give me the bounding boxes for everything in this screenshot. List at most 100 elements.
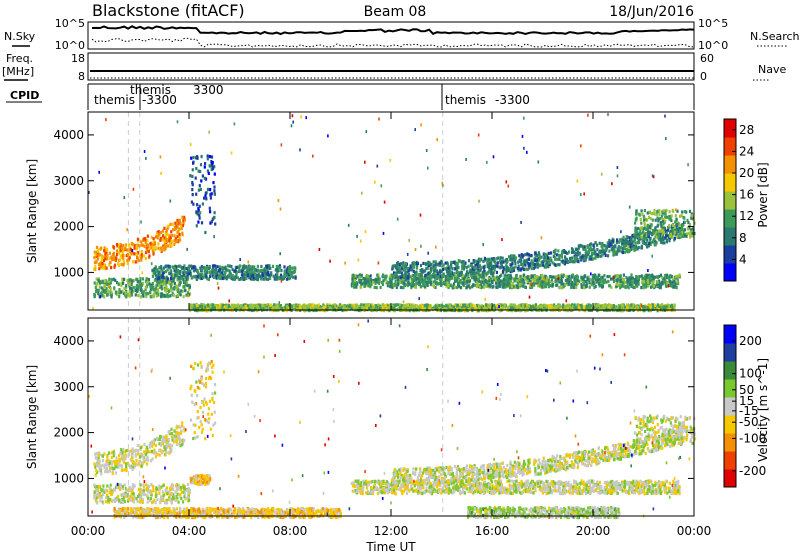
heatmap-cell [220,304,223,308]
heatmap-cell [551,261,554,265]
heatmap-cell [173,234,176,238]
heatmap-cell [444,261,447,265]
heatmap-cell [264,275,267,279]
heatmap-cell [148,246,151,250]
heatmap-cell [178,235,181,239]
heatmap-cell [603,305,606,309]
heatmap-cell [114,291,117,295]
heatmap-cell [435,275,438,279]
heatmap-cell [181,289,184,293]
heatmap-cell [209,303,212,307]
heatmap-cell [116,249,119,253]
heatmap-cell [195,210,198,214]
heatmap-cell [399,285,402,289]
heatmap-cell [653,237,656,241]
heatmap-cell [550,251,553,255]
heatmap-cell [166,226,169,231]
heatmap-cell [288,266,291,270]
heatmap-cell [367,284,370,288]
heatmap-cell [362,303,365,307]
heatmap-cell [564,260,567,264]
heatmap-cell [414,262,418,266]
heatmap-cell [419,269,422,273]
heatmap-cell [570,285,573,289]
heatmap-cell [576,257,579,261]
heatmap-cell [152,288,155,292]
heatmap-cell [530,285,533,289]
heatmap-cell [539,280,542,284]
heatmap-cell [321,306,324,310]
heatmap-cell [254,268,257,272]
heatmap-cell [563,249,566,254]
heatmap-cell [389,276,393,280]
heatmap-cell [203,196,206,200]
heatmap-cell [171,265,174,269]
heatmap-cell [228,264,231,268]
heatmap-cell [456,279,459,283]
heatmap-cell [180,289,183,293]
heatmap-cell [129,278,132,282]
heatmap-cell [637,279,640,283]
heatmap-cell [524,309,527,313]
heatmap-cell [416,261,419,265]
cpid-entry-3-cpid: -3300 [495,93,530,107]
heatmap-cell [658,306,661,310]
heatmap-cell [419,285,422,289]
heatmap-cell [103,263,106,267]
heatmap-cell [660,240,663,244]
heatmap-cell [215,307,218,311]
heatmap-cell [167,224,170,228]
heatmap-cell [512,255,516,259]
heatmap-cell [211,217,214,221]
heatmap-cell [262,305,265,310]
heatmap-cell [140,290,143,294]
heatmap-cell [511,309,514,313]
heatmap-cell [173,266,177,270]
heatmap-cell [240,277,243,281]
heatmap-cell [443,267,446,271]
heatmap-cell [558,257,561,261]
heatmap-cell [642,279,646,283]
heatmap-cell [249,270,252,274]
heatmap-cell [648,309,651,313]
heatmap-cell [136,255,139,259]
heatmap-cell [104,279,107,283]
heatmap-cell [142,243,145,247]
heatmap-cell [481,270,485,275]
heatmap-cell [606,244,609,248]
heatmap-cell [230,303,233,307]
heatmap-cell [542,306,545,311]
heatmap-cell [447,284,450,288]
heatmap-cell [124,244,127,248]
heatmap-cell [610,285,613,289]
heatmap-cell [663,305,666,309]
heatmap-cell [288,303,291,307]
heatmap-cell [526,275,529,279]
heatmap-cell [361,282,364,286]
heatmap-cell [187,265,190,270]
heatmap-cell [428,276,431,280]
heatmap-cell [310,307,314,311]
heatmap-cell [429,280,432,284]
heatmap-cell [411,261,414,265]
heatmap-cell [178,218,181,222]
heatmap-cell [210,220,213,224]
heatmap-cell [495,304,499,308]
heatmap-cell [506,283,509,287]
heatmap-cell [96,281,99,286]
heatmap-cell [353,282,356,286]
heatmap-cell [584,280,587,284]
heatmap-cell [351,274,354,278]
heatmap-cell [591,274,594,278]
heatmap-cell [641,237,644,241]
heatmap-cell [207,171,210,175]
heatmap-cell [192,155,195,160]
heatmap-cell [450,263,453,267]
heatmap-cell [228,269,231,273]
heatmap-cell [205,197,208,201]
heatmap-cell [293,270,297,274]
heatmap-cell [551,281,554,285]
heatmap-cell [487,283,490,287]
heatmap-cell [464,278,467,283]
heatmap-cell [201,202,204,206]
